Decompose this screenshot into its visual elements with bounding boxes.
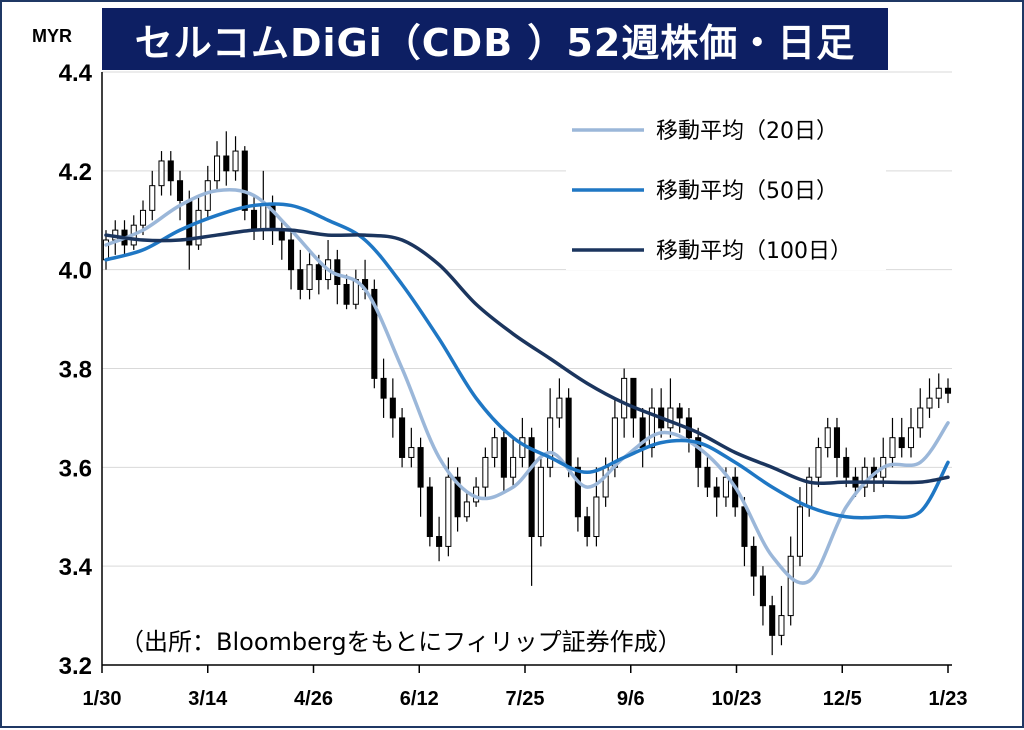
candle-body: [436, 536, 443, 547]
candle-body: [491, 437, 498, 458]
candle-body: [584, 516, 591, 538]
candle-body: [593, 496, 600, 538]
candle-body: [796, 506, 803, 557]
candle-body: [371, 288, 378, 379]
candle-body: [500, 437, 507, 478]
candle-body: [537, 466, 544, 538]
candle-body: [519, 437, 526, 458]
candle-body: [510, 456, 517, 478]
candle-body: [343, 283, 350, 305]
x-tick-label: 12/5: [823, 688, 862, 710]
candle-body: [399, 417, 406, 458]
candle-body: [454, 476, 461, 518]
candle-body: [232, 150, 239, 172]
candle-body: [176, 180, 184, 201]
candle-body: [787, 555, 794, 617]
x-tick-label: 1/30: [83, 688, 122, 710]
candle-body: [482, 456, 489, 488]
candle-body: [380, 377, 387, 399]
candle-body: [833, 427, 841, 458]
candle-body: [306, 264, 313, 290]
source-note: （出所：Bloombergをもとにフィリップ証券作成）: [120, 628, 682, 656]
y-axis-unit: MYR: [32, 26, 72, 46]
y-tick-label: 3.4: [59, 554, 93, 581]
candle-body: [704, 466, 711, 488]
candle-body: [695, 437, 702, 468]
candle-body: [251, 209, 258, 231]
legend-label: 移動平均（20日）: [656, 119, 838, 144]
candle-body: [741, 506, 748, 547]
candle-body: [547, 417, 554, 468]
candle-body: [676, 407, 683, 419]
candle-body: [417, 447, 424, 488]
candle-body: [907, 427, 915, 449]
candle-body: [315, 264, 322, 281]
candle-body: [935, 387, 942, 399]
candle-body: [297, 269, 304, 290]
x-tick-label: 4/26: [294, 688, 333, 710]
candle-body: [667, 407, 674, 429]
legend-label: 移動平均（100日）: [656, 239, 852, 264]
x-tick-label: 7/25: [506, 688, 545, 710]
moving-average-line-3: [104, 227, 950, 485]
candle-body: [223, 155, 230, 172]
candle-body: [778, 615, 785, 636]
candle-body: [288, 239, 295, 271]
y-tick-label: 4.2: [59, 159, 92, 186]
candle-body: [260, 204, 267, 231]
y-tick-label: 4.0: [59, 258, 92, 285]
candle-body: [195, 209, 202, 246]
candle-body: [944, 387, 952, 394]
candle-body: [204, 180, 211, 211]
candle-body: [213, 155, 221, 182]
candle-body: [713, 486, 720, 498]
x-tick-label: 9/6: [617, 688, 645, 710]
candle-body: [241, 150, 248, 211]
candle-body: [722, 476, 729, 498]
y-tick-label: 4.4: [59, 60, 93, 87]
candle-body: [917, 407, 924, 429]
candle-body: [158, 160, 165, 187]
x-tick-label: 10/23: [711, 688, 761, 710]
candle-body: [926, 397, 933, 409]
y-tick-label: 3.6: [59, 455, 92, 482]
chart-title: セルコムDiGi（CDB ）52週株価・日足: [102, 8, 888, 70]
candle-body: [889, 437, 896, 458]
candle-body: [426, 486, 433, 538]
candle-body: [528, 437, 535, 538]
moving-average-line-1: [104, 187, 950, 585]
candle-body: [769, 605, 776, 636]
candle-body: [648, 407, 655, 449]
candle-body: [861, 466, 868, 488]
candle-body: [759, 575, 766, 607]
candle-body: [898, 437, 905, 449]
candle-body: [556, 397, 563, 419]
moving-average-line-2: [104, 202, 950, 520]
candle-body: [824, 427, 831, 449]
y-tick-label: 3.2: [59, 653, 92, 680]
candle-body: [750, 545, 757, 577]
x-tick-label: 1/23: [929, 688, 968, 710]
candle-body: [574, 466, 581, 518]
candle-body: [463, 501, 470, 518]
legend-label: 移動平均（50日）: [656, 179, 838, 204]
candle-body: [408, 447, 415, 458]
x-tick-label: 6/12: [400, 688, 439, 710]
candle-body: [167, 160, 174, 182]
candle-body: [149, 185, 156, 211]
candle-body: [630, 377, 637, 419]
candle-body: [139, 209, 147, 226]
candle-body: [389, 397, 396, 419]
y-tick-label: 3.8: [59, 357, 92, 384]
candle-body: [815, 447, 822, 478]
candle-body: [445, 476, 452, 547]
candle-body: [565, 397, 572, 468]
x-tick-label: 3/14: [188, 688, 228, 710]
candle-body: [278, 229, 285, 241]
candle-body: [843, 456, 850, 478]
candle-body: [621, 377, 628, 419]
